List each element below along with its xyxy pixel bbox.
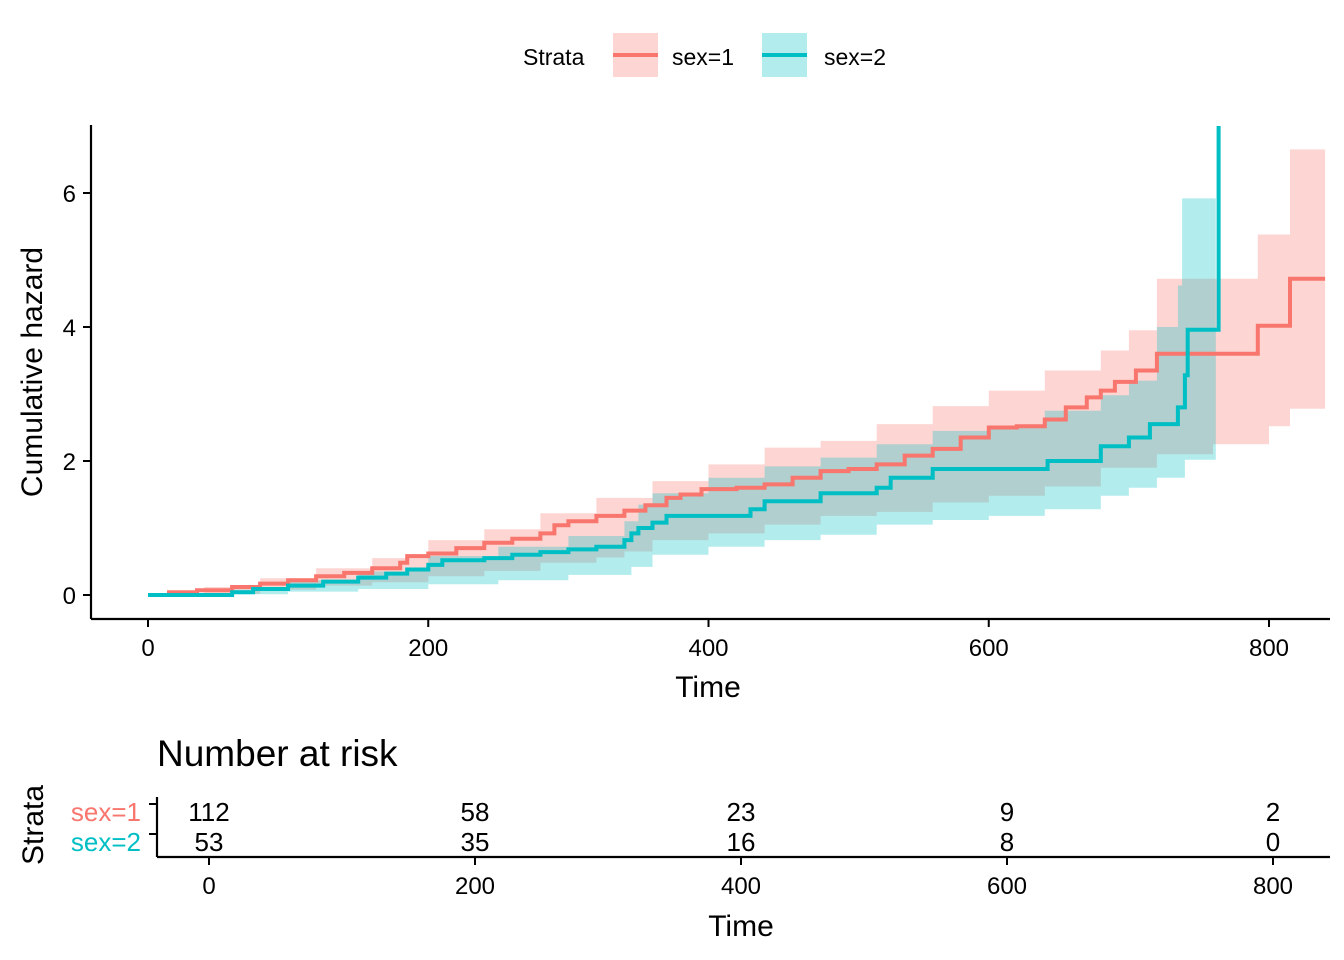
y-axis-title: Cumulative hazard (16, 247, 49, 497)
risk-cell-sex2: 0 (1266, 827, 1280, 857)
cumulative-hazard-plot: 0 200 400 600 800 0 2 4 6 Time Cumulative hazar… (16, 125, 1330, 704)
legend-label-sex2: sex=2 (824, 44, 886, 70)
risk-cell-sex2: 16 (727, 827, 756, 857)
ci-band-sex2 (148, 198, 1216, 595)
x-axis-title: Time (675, 671, 741, 704)
risk-cell-sex1: 2 (1266, 797, 1280, 827)
risk-y-axis-title: Strata (17, 785, 50, 865)
risk-x-tick-label: 800 (1253, 873, 1293, 900)
risk-cell-sex1: 112 (188, 797, 229, 827)
x-tick-label: 0 (141, 635, 154, 662)
risk-table-title: Number at risk (157, 733, 398, 774)
x-axis-ticks: 0 200 400 600 800 (141, 619, 1289, 662)
hazard-line-sex1 (148, 276, 1326, 597)
y-tick-label: 6 (63, 181, 76, 208)
risk-cell-sex2: 53 (195, 827, 224, 857)
risk-row-label-sex1: sex=1 (71, 797, 141, 827)
risk-x-tick-label: 200 (455, 873, 495, 900)
x-tick-label: 400 (688, 635, 728, 662)
hazard-line-sex2 (148, 126, 1221, 597)
legend: Strata sex=1 sex=2 (523, 33, 886, 77)
legend-title: Strata (523, 44, 585, 70)
risk-row-label-sex2: sex=2 (71, 827, 141, 857)
y-tick-label: 4 (63, 315, 76, 342)
risk-x-axis-title: Time (708, 910, 774, 943)
risk-cell-sex1: 23 (727, 797, 756, 827)
risk-cell-sex2: 8 (1000, 827, 1014, 857)
x-tick-label: 800 (1249, 635, 1289, 662)
x-tick-label: 200 (408, 635, 448, 662)
legend-label-sex1: sex=1 (672, 44, 734, 70)
risk-x-tick-label: 400 (721, 873, 761, 900)
confidence-bands (148, 149, 1326, 595)
risk-x-axis-ticks: 0 200 400 600 800 (202, 857, 1293, 900)
hazard-curves (148, 126, 1326, 597)
number-at-risk-table: Number at risk sex=1 112 58 23 9 2 sex=2 53 35 16… (17, 733, 1330, 943)
y-axis-ticks: 0 2 4 6 (63, 181, 91, 610)
risk-cell-sex2: 35 (461, 827, 490, 857)
risk-x-tick-label: 600 (987, 873, 1027, 900)
risk-cell-sex1: 9 (1000, 797, 1014, 827)
y-tick-label: 0 (63, 583, 76, 610)
ci-band-sex1 (148, 149, 1326, 595)
risk-rows: sex=1 112 58 23 9 2 sex=2 53 35 16 8 0 (71, 797, 1280, 857)
risk-x-tick-label: 0 (202, 873, 215, 900)
risk-cell-sex1: 58 (461, 797, 490, 827)
y-tick-label: 2 (63, 449, 76, 476)
x-tick-label: 600 (969, 635, 1009, 662)
